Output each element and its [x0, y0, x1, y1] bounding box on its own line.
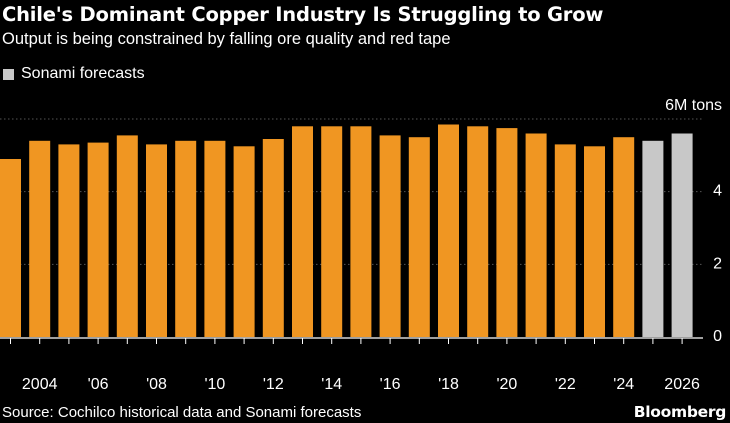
bar-2003: [0, 159, 21, 337]
y-tick-label-0: 0: [713, 328, 722, 345]
legend: Sonami forecasts: [3, 65, 145, 83]
bar-2023: [584, 146, 605, 338]
bars: [0, 124, 693, 338]
chart-title: Chile's Dominant Copper Industry Is Stru…: [2, 3, 604, 26]
bar-2006: [87, 142, 109, 337]
bar-2010: [204, 140, 226, 337]
x-tick-label-2012: '12: [263, 376, 284, 393]
x-tick-label-2026: 2026: [664, 376, 700, 393]
x-tick-label-2010: '10: [204, 376, 225, 393]
bar-2014: [321, 126, 343, 337]
x-tick-label-2020: '20: [496, 376, 517, 393]
bar-2019: [467, 126, 489, 337]
bar-2025: [642, 140, 664, 337]
y-tick-label-2: 2: [713, 255, 722, 272]
legend-swatch-forecast: [3, 68, 14, 80]
bloomberg-logo: Bloomberg: [633, 403, 727, 421]
bar-2004: [29, 140, 51, 337]
bar-2017: [408, 137, 430, 337]
y-tick-label-4: 4: [713, 183, 722, 200]
x-tick-label-2008: '08: [146, 376, 167, 393]
bar-2024: [613, 137, 635, 337]
axes: [0, 337, 703, 344]
bar-2022: [554, 144, 576, 337]
chart-subtitle: Output is being constrained by falling o…: [2, 30, 451, 48]
bar-2013: [292, 126, 313, 337]
x-tick-label-2006: '06: [88, 376, 109, 393]
bar-2007: [116, 135, 138, 337]
bar-2016: [379, 135, 401, 337]
bar-2005: [58, 144, 80, 337]
bar-2020: [496, 128, 518, 337]
x-tick-label-2014: '14: [321, 376, 342, 393]
x-tick-label-2022: '22: [555, 376, 576, 393]
y-tick-label-top: 6M tons: [665, 97, 722, 114]
bar-2008: [146, 144, 167, 337]
bar-2021: [525, 133, 547, 337]
bar-2012: [262, 139, 284, 337]
bar-2011: [233, 146, 255, 338]
bar-2009: [175, 140, 197, 337]
tick-labels: 2004 '06 '08 '10 '12 '14 '16 '18 '20 '22 '24 2026 0 2…: [22, 97, 722, 393]
x-tick-label-2016: '16: [380, 376, 401, 393]
bar-2026: [671, 133, 693, 337]
bar-2018: [438, 124, 459, 337]
x-tick-label-2004: 2004: [22, 376, 58, 393]
legend-label-forecast: Sonami forecasts: [21, 65, 145, 82]
bar-2015: [350, 126, 372, 337]
source-note: Source: Cochilco historical data and Son…: [2, 404, 362, 421]
x-tick-label-2024: '24: [613, 376, 634, 393]
x-tick-label-2018: '18: [438, 376, 459, 393]
